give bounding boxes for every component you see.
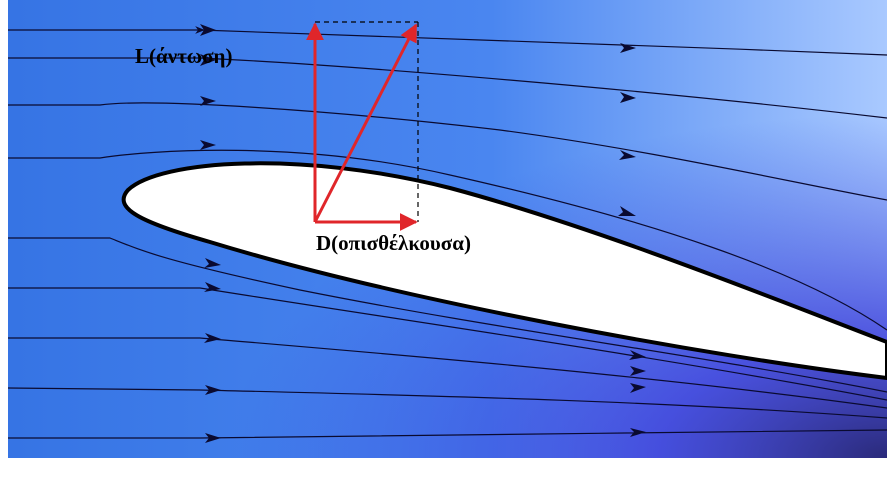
airfoil-diagram: L(άντωση) D(οπισθέλκουσα) xyxy=(0,0,887,486)
lift-label: L(άντωση) xyxy=(135,44,232,68)
drag-label: D(οπισθέλκουσα) xyxy=(316,231,471,255)
